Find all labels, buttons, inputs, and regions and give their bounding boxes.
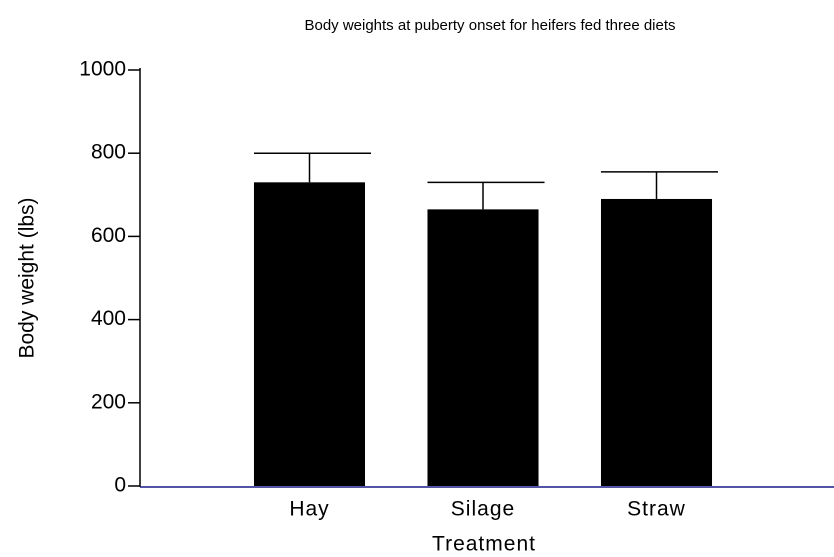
y-tick-label: 0	[114, 474, 126, 497]
bar	[427, 209, 539, 487]
y-tick-label: 400	[91, 307, 126, 330]
x-tick-label: Hay	[289, 498, 329, 521]
y-tick-label: 200	[91, 390, 126, 413]
y-axis-label: Body weight (lbs)	[16, 197, 39, 358]
error-bar	[600, 171, 719, 199]
x-tick-label: Straw	[627, 498, 686, 521]
bar	[253, 182, 366, 486]
y-tick-label: 800	[91, 141, 126, 164]
y-tick-label: 600	[91, 224, 126, 247]
chart-title: Body weights at puberty onset for heifer…	[304, 17, 675, 34]
error-bar	[253, 152, 372, 183]
error-bar	[427, 181, 545, 210]
x-axis-label: Treatment	[432, 533, 536, 556]
bar	[600, 198, 713, 486]
x-tick-label: Silage	[451, 498, 515, 521]
y-tick-label: 1000	[79, 58, 126, 81]
